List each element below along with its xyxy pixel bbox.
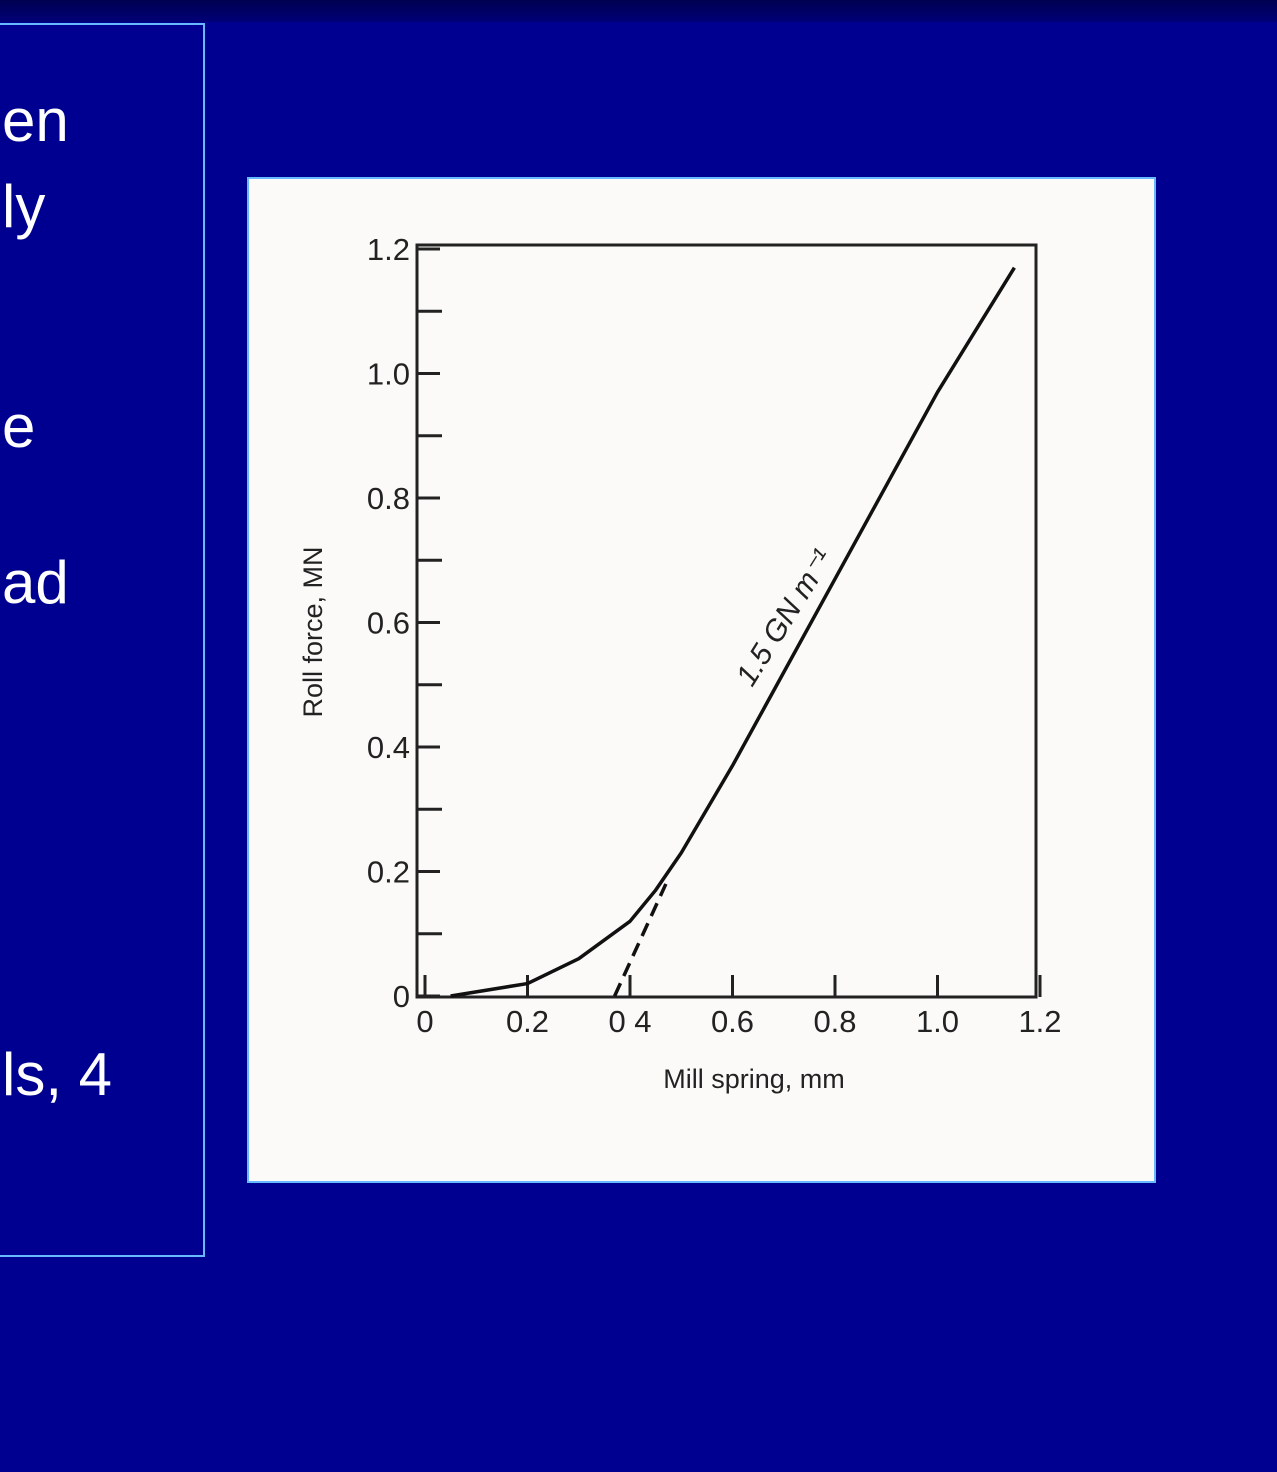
mill-spring-curve <box>450 266 1016 998</box>
x-tick-label: 0 <box>416 1004 433 1039</box>
extrapolation-dashed-line <box>613 883 668 997</box>
text-fragment: ls, 4 <box>2 1041 113 1108</box>
x-tick-label: 1.2 <box>1018 1004 1061 1039</box>
y-tick-label: 0.8 <box>367 481 410 516</box>
text-fragment: ly <box>2 173 46 240</box>
chart-figure <box>247 177 1156 1183</box>
y-tick-label: 0.4 <box>367 730 410 765</box>
y-tick-label: 1.0 <box>367 357 410 392</box>
y-tick-label: 0.6 <box>367 606 410 641</box>
y-tick-label: 0.2 <box>367 855 410 890</box>
text-panel: en ly e ad ls, 4 <box>0 23 205 1257</box>
y-tick-label: 1.2 <box>367 232 410 267</box>
x-tick-label: 0.2 <box>506 1004 549 1039</box>
text-fragment: e <box>2 393 36 460</box>
slide-top-bar <box>0 0 1277 22</box>
text-fragment: en <box>2 87 69 154</box>
text-fragment: ad <box>2 549 69 616</box>
x-tick-label: 0.8 <box>813 1004 856 1039</box>
y-axis-label: Roll force, MN <box>298 546 328 717</box>
x-tick-label: 1.0 <box>916 1004 959 1039</box>
x-tick-label: 0 4 <box>608 1004 651 1039</box>
plot-frame <box>415 243 1038 999</box>
x-tick-label: 0.6 <box>711 1004 754 1039</box>
y-tick-label: 0 <box>393 979 410 1014</box>
x-axis-label: Mill spring, mm <box>663 1064 845 1094</box>
